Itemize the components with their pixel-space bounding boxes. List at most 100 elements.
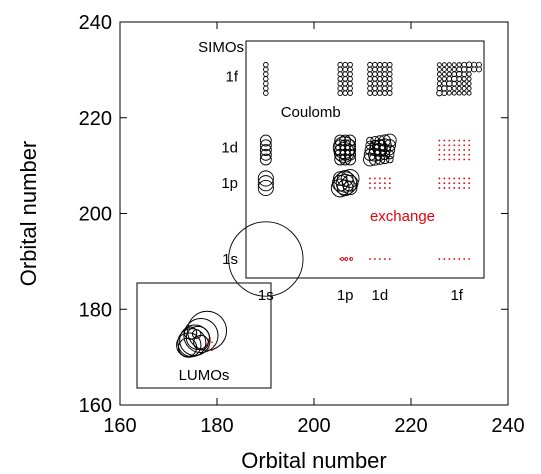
simo-exchange-point bbox=[448, 187, 451, 189]
x-tick-label: 220 bbox=[394, 415, 427, 437]
simo-coulomb-point bbox=[259, 139, 272, 152]
y-axis-title: Orbital number bbox=[16, 141, 41, 287]
simo-coulomb-point bbox=[339, 144, 352, 156]
simo-exchange-point bbox=[468, 149, 471, 151]
lumo-exchange-point bbox=[208, 347, 210, 349]
simo-x-tick-label: 1p bbox=[337, 287, 354, 304]
simo-exchange-point bbox=[468, 139, 471, 142]
simo-exchange-point bbox=[378, 187, 381, 189]
simo-exchange-point bbox=[458, 139, 461, 142]
simo-coulomb-point bbox=[461, 90, 467, 96]
lumo-exchange-point bbox=[208, 338, 210, 341]
simo-exchange-point bbox=[448, 258, 451, 260]
simo-exchange-point bbox=[458, 182, 461, 185]
simo-exchange-point bbox=[468, 153, 471, 156]
simo-exchange-point bbox=[369, 187, 371, 189]
simo-exchange-point bbox=[388, 187, 391, 189]
lumo-coulomb-point bbox=[177, 337, 198, 358]
simo-exchange-point bbox=[369, 182, 371, 185]
simo-coulomb-point bbox=[333, 171, 358, 196]
simo-coulomb-point bbox=[259, 148, 272, 161]
simo-exchange-point bbox=[374, 177, 376, 180]
y-tick-label: 180 bbox=[79, 299, 112, 321]
simo-exchange-point bbox=[463, 149, 466, 151]
simo-exchange-point bbox=[438, 149, 441, 151]
simo-coulomb-point bbox=[228, 221, 304, 297]
simo-exchange-point bbox=[378, 258, 381, 260]
simo-coulomb-point bbox=[456, 62, 462, 68]
simo-exchange-point bbox=[443, 182, 446, 185]
simo-exchange-point bbox=[443, 177, 446, 180]
simo-exchange-point bbox=[463, 177, 466, 180]
simo-exchange-point bbox=[453, 149, 456, 151]
lumo-exchange-point bbox=[212, 345, 215, 347]
simo-coulomb-point bbox=[436, 71, 442, 77]
simo-exchange-point bbox=[458, 187, 461, 189]
lumo-inset: LUMOs bbox=[136, 282, 272, 389]
simo-coulomb-point bbox=[330, 178, 350, 198]
x-axis-title: Orbital number bbox=[241, 448, 387, 473]
simo-coulomb-point bbox=[339, 134, 352, 147]
simo-coulomb-point bbox=[257, 179, 274, 196]
simo-coulomb-point bbox=[384, 144, 396, 156]
simo-coulomb-point bbox=[257, 170, 274, 187]
lumo-inset-label: LUMOs bbox=[179, 367, 230, 384]
simo-exchange-point bbox=[438, 153, 441, 156]
simo-coulomb-point bbox=[466, 90, 472, 96]
simo-exchange-point bbox=[438, 144, 441, 147]
simo-exchange-point bbox=[453, 153, 456, 156]
simo-coulomb-point bbox=[436, 62, 442, 68]
simo-exchange-point bbox=[463, 158, 466, 161]
simo-exchange-point bbox=[383, 177, 386, 180]
simo-coulomb-point bbox=[461, 81, 467, 87]
simo-exchange-point bbox=[438, 258, 441, 260]
y-tick-label: 160 bbox=[79, 395, 112, 417]
simo-coulomb-point bbox=[344, 134, 357, 147]
simo-coulomb-point bbox=[466, 81, 472, 87]
simo-exchange-point bbox=[458, 144, 461, 147]
simo-exchange-point bbox=[448, 139, 451, 142]
axes: 160 180 200 220 240 160 180 200 220 240 Orbital nu… bbox=[16, 12, 525, 473]
simo-exchange-point bbox=[463, 153, 466, 156]
simo-coulomb-point bbox=[259, 144, 272, 156]
simo-coulomb-point bbox=[344, 153, 357, 166]
lumo-coulomb-point bbox=[191, 329, 202, 339]
simo-exchange-point bbox=[453, 144, 456, 147]
simo-exchange-point bbox=[458, 158, 461, 161]
simo-exchange-point bbox=[468, 144, 471, 147]
simo-exchange-point bbox=[383, 182, 386, 185]
simo-coulomb-point bbox=[339, 148, 352, 161]
simo-exchange-point bbox=[443, 187, 446, 189]
simo-exchange-point bbox=[458, 149, 461, 151]
simo-exchange-point bbox=[463, 258, 466, 260]
y-tick-label: 200 bbox=[79, 204, 112, 226]
simo-x-tick-label: 1d bbox=[372, 287, 389, 304]
simo-coulomb-point bbox=[456, 85, 462, 91]
simo-coulomb-point bbox=[259, 134, 272, 147]
simo-exchange-point bbox=[340, 257, 345, 261]
simo-exchange-point bbox=[374, 182, 376, 185]
simo-exchange-point bbox=[443, 144, 446, 147]
simo-coulomb-point bbox=[441, 71, 447, 77]
simo-exchange-point bbox=[443, 139, 446, 142]
simo-coulomb-point bbox=[344, 139, 357, 152]
simo-coulomb-point bbox=[461, 85, 467, 91]
simo-coulomb-point bbox=[333, 142, 355, 163]
simo-coulomb-point bbox=[334, 134, 347, 147]
x-tick-label: 160 bbox=[103, 415, 136, 437]
simo-exchange-point bbox=[369, 258, 371, 260]
x-tick-label: 200 bbox=[297, 415, 330, 437]
lumo-exchange-point bbox=[206, 343, 208, 345]
simo-exchange-point bbox=[438, 177, 441, 180]
y-tick-label: 220 bbox=[79, 108, 112, 130]
simo-annotation-coulomb: Coulomb bbox=[281, 104, 341, 121]
y-tick-label: 240 bbox=[79, 12, 112, 34]
x-tick-label: 240 bbox=[491, 415, 524, 437]
simo-coulomb-point bbox=[257, 175, 274, 192]
simo-coulomb-point bbox=[446, 71, 452, 77]
simo-exchange-point bbox=[448, 177, 451, 180]
simo-x-tick-label: 1s bbox=[258, 287, 274, 304]
simo-coulomb-point bbox=[466, 85, 472, 91]
simo-exchange-point bbox=[463, 144, 466, 147]
